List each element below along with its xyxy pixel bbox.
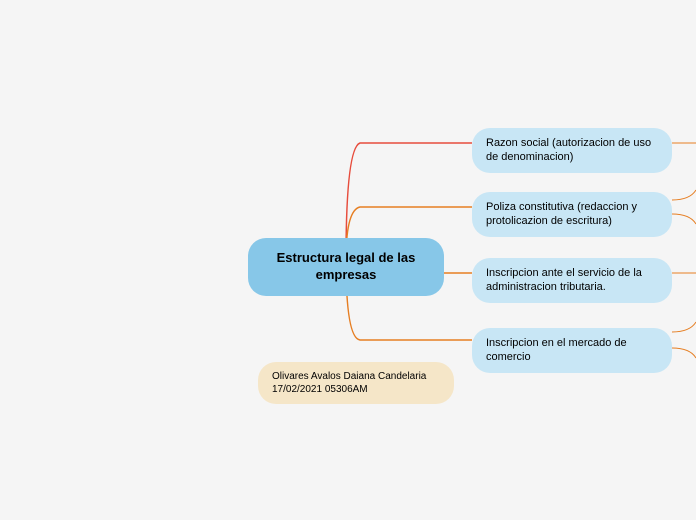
author-date: 17/02/2021 05306AM	[272, 383, 426, 396]
author-node: Olivares Avalos Daiana Candelaria 17/02/…	[258, 362, 454, 404]
author-name: Olivares Avalos Daiana Candelaria	[272, 370, 426, 383]
child-node-inscripcion-comercio[interactable]: Inscripcion en el mercado de comercio	[472, 328, 672, 373]
child-node-razon-social[interactable]: Razon social (autorizacion de uso de den…	[472, 128, 672, 173]
child-node-inscripcion-tributaria[interactable]: Inscripcion ante el servicio de la admin…	[472, 258, 672, 303]
central-node[interactable]: Estructura legal de las empresas	[248, 238, 444, 296]
child-node-poliza[interactable]: Poliza constitutiva (redaccion y protoli…	[472, 192, 672, 237]
